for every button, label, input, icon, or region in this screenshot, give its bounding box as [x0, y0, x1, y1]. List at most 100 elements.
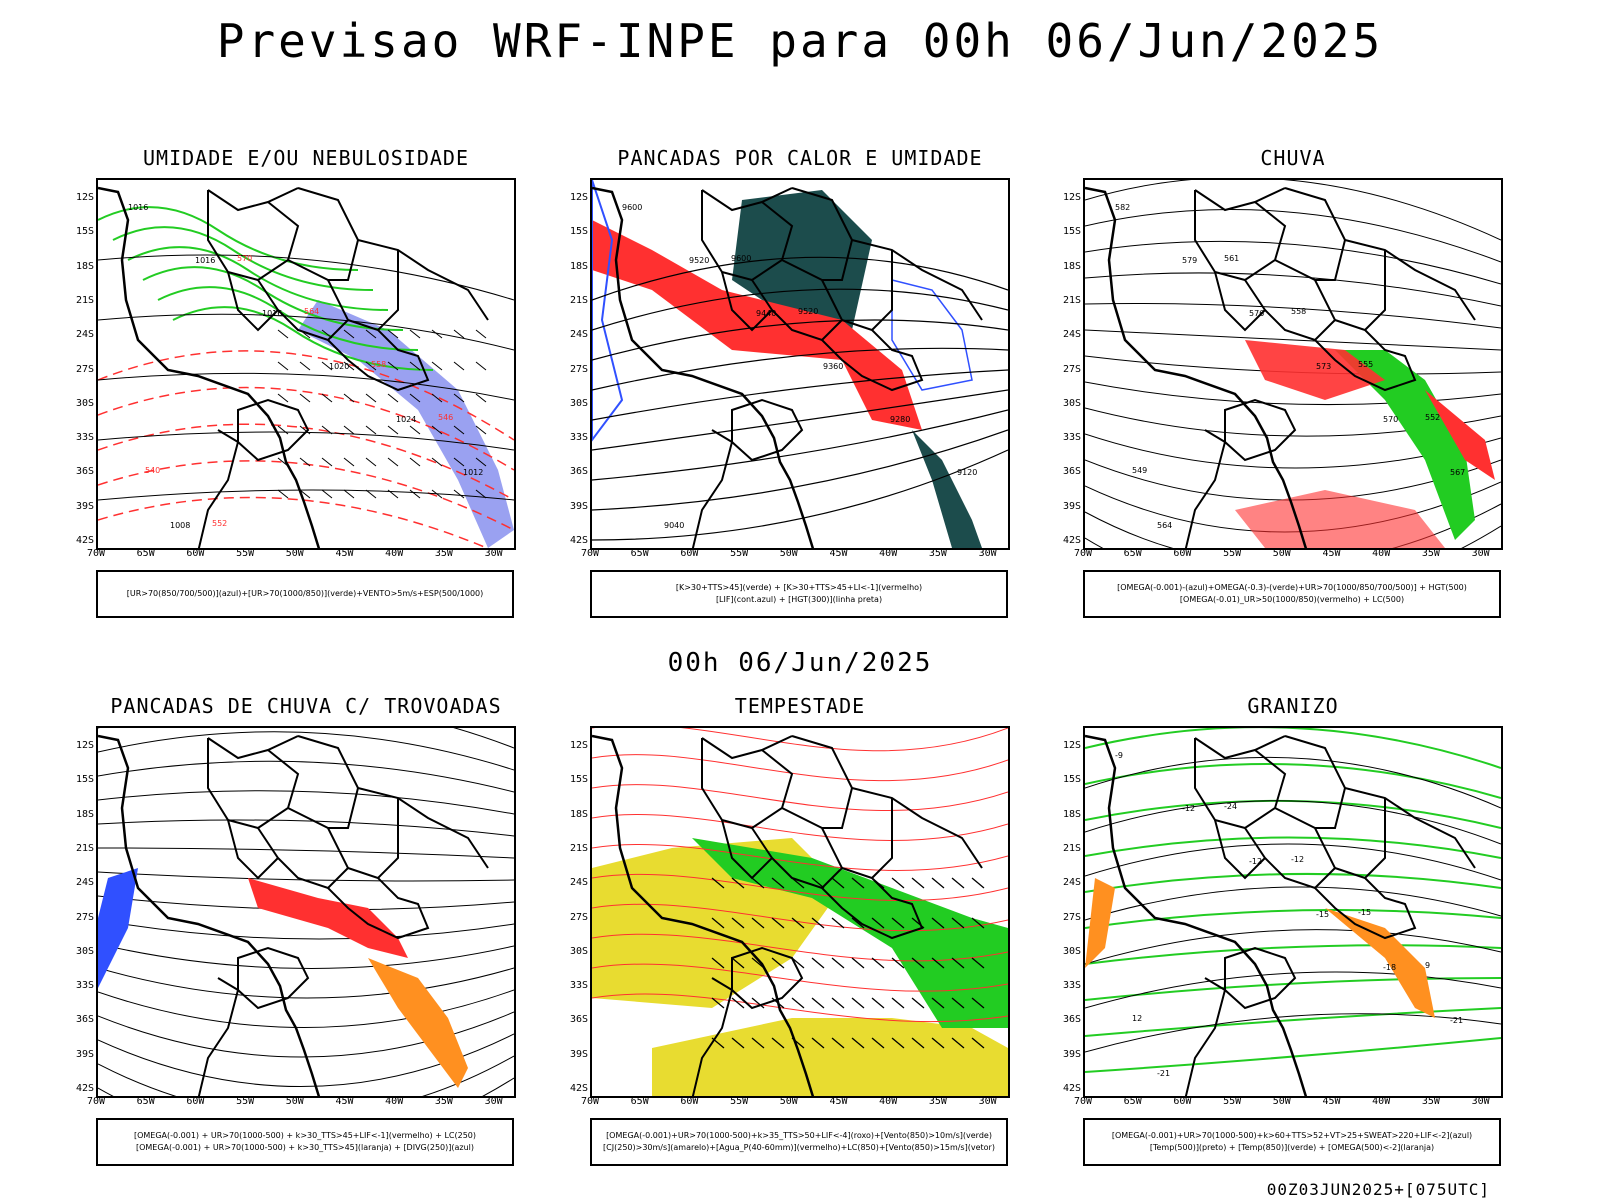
temp850-contour: [1085, 872, 1501, 893]
contour-value-label: 564: [1157, 521, 1172, 530]
country-border: [1194, 187, 1286, 212]
wind-vector: [365, 361, 377, 371]
longitude-tick-label: 40W: [1372, 1096, 1391, 1107]
longitude-tick-label: 30W: [1471, 548, 1490, 559]
wind-vector: [951, 877, 965, 889]
wind-vector: [343, 361, 355, 371]
wind-vector: [871, 997, 885, 1009]
wind-vector: [343, 393, 355, 403]
wind-vector: [871, 917, 885, 929]
latitude-tick-label: 36S: [75, 466, 94, 478]
legend-line: [OMEGA(-0.001)+UR>70(1000-500)+k>35_TTS>…: [606, 1131, 992, 1140]
wind-vector: [731, 917, 745, 929]
latitude-tick-label: 39S: [75, 1048, 94, 1060]
wind-vector: [299, 425, 311, 435]
latitude-tick-label: 39S: [75, 500, 94, 512]
longitude-tick-label: 35W: [928, 548, 947, 559]
country-border: [297, 187, 489, 321]
wind-vector: [891, 917, 905, 929]
weather-map-4: [96, 726, 516, 1098]
wind-vector: [343, 457, 355, 467]
legend-line: [LIF](cont.azul) + [HGT(300)](linha pret…: [715, 595, 883, 604]
country-border: [721, 271, 773, 332]
wind-vector: [343, 489, 355, 499]
longitude-tick-label: 55W: [236, 548, 255, 559]
wind-vector: [911, 997, 925, 1009]
legend-line: [OMEGA(-0.001)+UR>70(1000-500)+k>60+TTS>…: [1111, 1131, 1473, 1140]
longitude-tick-label: 50W: [1272, 1096, 1291, 1107]
wind-vector: [871, 1037, 885, 1049]
longitude-tick-label: 50W: [1272, 548, 1291, 559]
longitude-tick-label: 30W: [1471, 1096, 1490, 1107]
wind-vector: [409, 329, 421, 339]
wind-vector: [831, 957, 845, 969]
wind-vector: [431, 425, 443, 435]
hail-orange-area: [1085, 878, 1115, 968]
latitude-tick-label: 30S: [75, 945, 94, 957]
latitude-tick-label: 42S: [75, 535, 94, 546]
longitude-tick-label: 60W: [186, 1096, 205, 1107]
longitude-tick-label: 45W: [335, 1096, 354, 1107]
longitude-tick-label: 60W: [1173, 548, 1192, 559]
wind-vector: [771, 1037, 785, 1049]
latitude-tick-label: 42S: [569, 535, 588, 546]
contour-value-label: 564: [304, 307, 319, 316]
wind-vector: [771, 957, 785, 969]
panel-legend-5: [OMEGA(-0.001)+UR>70(1000-500)+k>35_TTS>…: [590, 1118, 1008, 1166]
latitude-tick-label: 18S: [569, 260, 588, 272]
map-graphics: 582 579 576 573 570 567 564 561 558 555 552 549: [1085, 180, 1501, 548]
latitude-tick-label: 27S: [569, 911, 588, 923]
country-border: [821, 319, 924, 392]
wind-vector: [751, 997, 765, 1009]
wind-vector: [365, 393, 377, 403]
divergence-blue-area: [98, 868, 138, 988]
latitude-tick-label: 30S: [75, 397, 94, 409]
latitude-tick-label: 42S: [1062, 535, 1081, 546]
temp500-contour: [1085, 971, 1501, 1009]
legend-line: [OMEGA(-0.001) + UR>70(1000-500) + k>30_…: [133, 1131, 477, 1140]
wind-vector: [453, 425, 465, 435]
wind-vector: [321, 457, 333, 467]
lc850-red-streamline: [592, 873, 1008, 902]
latitude-tick-label: 18S: [75, 260, 94, 272]
latitude-tick-label: 12S: [569, 192, 588, 203]
wind-vector: [831, 1037, 845, 1049]
longitude-tick-label: 70W: [1073, 548, 1093, 559]
country-border: [1224, 398, 1297, 462]
wind-vector: [731, 877, 745, 889]
streamline-250: [98, 989, 514, 1028]
country-border: [731, 398, 804, 462]
wind-vector: [387, 425, 399, 435]
latitude-tick-label: 39S: [1062, 500, 1081, 512]
wind-vector: [931, 957, 945, 969]
longitude-tick-label: 70W: [1073, 1096, 1093, 1107]
wind-vector: [277, 329, 289, 339]
wind-vector: [811, 997, 825, 1009]
latitude-tick-label: 18S: [75, 808, 94, 820]
latitude-tick-label: 30S: [1062, 397, 1081, 409]
country-border: [1194, 738, 1287, 830]
temp850-contour: [1085, 909, 1501, 929]
wind-vector: [771, 877, 785, 889]
country-border: [1214, 271, 1266, 332]
green-contour: [112, 226, 374, 291]
longitude-tick-label: 50W: [285, 548, 304, 559]
latitude-tick-label: 21S: [569, 842, 588, 854]
wind-vector: [475, 457, 487, 467]
longitude-tick-label: 35W: [434, 548, 453, 559]
longitude-tick-label: 65W: [630, 548, 649, 559]
wind-vector: [751, 877, 765, 889]
wind-vector: [791, 957, 805, 969]
wind-vector: [431, 489, 443, 499]
contour-value-label: 1020: [329, 362, 349, 371]
longitude-tick-label: 45W: [1322, 548, 1341, 559]
coastline: [1085, 186, 1308, 548]
country-border: [197, 429, 240, 548]
latitude-tick-label: 12S: [1062, 192, 1081, 203]
latitude-tick-label: 42S: [569, 1083, 588, 1094]
country-border: [791, 735, 983, 869]
wind-vector: [751, 1037, 765, 1049]
wind-vector: [321, 361, 333, 371]
weather-map-6: -9 -12 -12 -15 -18 -21 -21 -24 -12 -15 9 12: [1083, 726, 1503, 1098]
wind-vector: [431, 361, 443, 371]
